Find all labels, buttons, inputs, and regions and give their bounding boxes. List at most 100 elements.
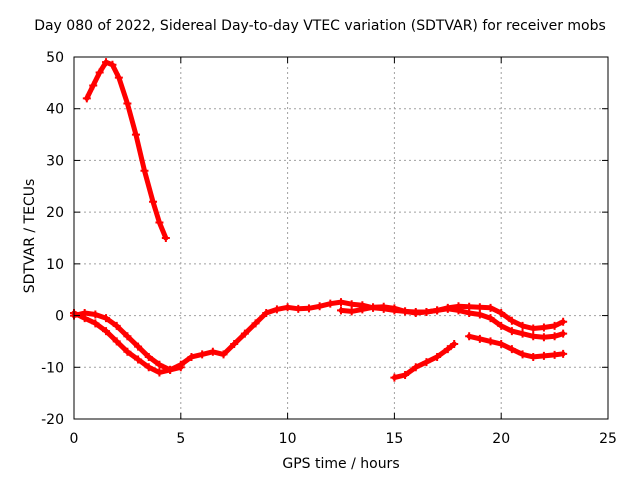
data-point	[411, 308, 420, 317]
data-series	[70, 58, 568, 382]
data-point	[539, 351, 548, 360]
data-point	[486, 337, 495, 346]
axis-ticks: 0 5 10 15 20 25 -20 -10 0 10 20 30 40 50	[41, 50, 617, 447]
y-tick-label: -20	[41, 412, 64, 428]
data-point	[529, 332, 538, 341]
data-point	[507, 345, 516, 354]
data-point	[82, 94, 91, 103]
data-point	[102, 58, 111, 67]
data-point	[422, 307, 431, 316]
data-point	[140, 166, 149, 175]
data-point	[559, 317, 568, 326]
data-point	[251, 319, 260, 328]
data-point	[155, 360, 164, 369]
data-point	[149, 197, 158, 206]
data-point	[433, 306, 442, 315]
data-point	[144, 352, 153, 361]
data-point	[443, 345, 452, 354]
grid-lines	[74, 57, 608, 419]
data-point	[80, 308, 89, 317]
data-point	[112, 321, 121, 330]
data-point	[123, 332, 132, 341]
plot-frame	[73, 56, 609, 420]
y-tick-label: 20	[46, 205, 64, 221]
data-point	[497, 308, 506, 317]
data-point	[433, 352, 442, 361]
data-point	[450, 340, 459, 349]
y-tick-label: 50	[46, 50, 64, 66]
data-point	[475, 334, 484, 343]
data-point	[91, 310, 100, 319]
data-point	[123, 99, 132, 108]
y-tick-label: 0	[55, 309, 64, 325]
data-point	[326, 299, 335, 308]
data-point	[422, 358, 431, 367]
data-point	[134, 342, 143, 351]
data-point	[102, 327, 111, 336]
x-tick-label: 10	[279, 431, 297, 447]
data-point	[539, 323, 548, 332]
data-point	[315, 302, 324, 311]
data-point	[475, 303, 484, 312]
data-point	[272, 305, 281, 314]
data-point	[155, 218, 164, 227]
data-point	[161, 234, 170, 242]
data-point	[369, 303, 378, 312]
data-point	[379, 302, 388, 311]
data-point	[144, 363, 153, 372]
data-point	[294, 304, 303, 313]
x-tick-label: 20	[492, 431, 510, 447]
data-point	[102, 314, 111, 323]
x-tick-label: 25	[599, 431, 617, 447]
data-point	[131, 130, 140, 139]
data-point	[507, 327, 516, 336]
data-point	[401, 371, 410, 380]
x-tick-label: 15	[385, 431, 403, 447]
data-point	[539, 333, 548, 342]
data-point	[486, 303, 495, 312]
data-point	[454, 306, 463, 315]
data-point	[176, 363, 185, 372]
data-point	[112, 337, 121, 346]
data-point	[166, 365, 175, 374]
data-point	[337, 298, 345, 307]
data-point	[475, 310, 484, 319]
data-point	[518, 321, 527, 330]
y-tick-label: 10	[46, 257, 64, 273]
data-point	[337, 306, 345, 315]
y-tick-label: 40	[46, 102, 64, 118]
data-point	[198, 350, 207, 359]
series-arc-early-peak	[84, 59, 169, 241]
data-point	[518, 329, 527, 338]
y-tick-label: -10	[41, 360, 64, 376]
data-point	[123, 347, 132, 356]
x-axis-label: GPS time / hours	[282, 456, 400, 472]
data-point	[95, 68, 104, 77]
data-point	[89, 81, 98, 90]
data-point	[108, 60, 117, 69]
x-tick-label: 0	[70, 431, 79, 447]
data-point	[347, 300, 356, 309]
series-arc-main-a	[71, 299, 566, 375]
data-point	[465, 308, 474, 317]
data-point	[497, 340, 506, 349]
data-point	[401, 307, 410, 316]
data-point	[187, 352, 196, 361]
data-point	[390, 373, 399, 382]
data-point	[283, 303, 292, 312]
y-axis-label: SDTVAR / TECUs	[22, 178, 38, 294]
data-point	[497, 321, 506, 330]
data-point	[507, 316, 516, 325]
data-point	[347, 307, 356, 316]
y-tick-label: 30	[46, 153, 64, 169]
data-point	[529, 352, 538, 361]
series-arc-late-b	[338, 304, 566, 340]
data-point	[262, 308, 271, 317]
data-point	[390, 304, 399, 313]
data-point	[559, 329, 568, 338]
data-point	[443, 304, 452, 313]
data-point	[230, 340, 239, 349]
chart-title: Day 080 of 2022, Sidereal Day-to-day VTE…	[34, 18, 606, 34]
data-point	[486, 314, 495, 323]
